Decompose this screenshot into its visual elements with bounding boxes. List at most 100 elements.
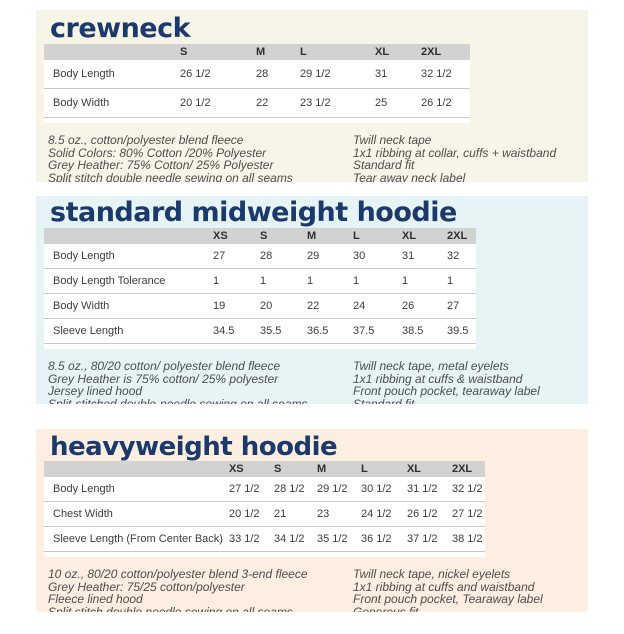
row-label: Body Width: [44, 293, 209, 319]
size-value: 20 1/2: [176, 88, 252, 118]
details-left-column: 8.5 oz., 80/20 cotton/ polyester blend f…: [48, 360, 353, 404]
size-value: 36.5: [303, 318, 349, 344]
size-value: 29 1/2: [312, 477, 357, 502]
row-label: Body Length: [44, 60, 176, 89]
corner-header-cell: [44, 44, 176, 60]
size-value: 27: [443, 293, 476, 319]
size-header: M: [252, 44, 296, 60]
row-label: Body Width: [44, 88, 176, 118]
size-value: 35.5: [256, 318, 303, 344]
size-value: 25: [371, 88, 417, 118]
row-label: Sleeve Length (From Center Back): [44, 526, 225, 552]
heavyweight-table-wrap: XS S M L XL 2XL Body Length 27 1/2 28 1/…: [44, 461, 485, 557]
corner-header-cell: [44, 228, 209, 244]
size-value: 39.5: [443, 318, 476, 344]
size-value: 26: [398, 293, 443, 319]
size-value: 26 1/2: [417, 88, 470, 118]
size-value: 30: [349, 244, 398, 269]
midweight-details: 8.5 oz., 80/20 cotton/ polyester blend f…: [48, 360, 588, 404]
detail-line: Standard fit: [353, 396, 415, 404]
size-value: 38.5: [398, 318, 443, 344]
section-title-midweight-hoodie: standard midweight hoodie: [50, 197, 457, 228]
detail-line: Split stitch double needle sewing on all…: [48, 604, 293, 612]
row-label: Sleeve Length: [44, 318, 209, 344]
size-value: 31 1/2: [402, 477, 448, 502]
detail-line: Front pouch pocket, Tearaway label: [353, 592, 543, 606]
detail-line: Twill neck tape, metal eyelets: [353, 359, 509, 373]
size-header: 2XL: [443, 228, 476, 244]
table-row: Chest Width 20 1/2 21 23 24 1/2 26 1/2 2…: [44, 501, 485, 527]
size-value: 37 1/2: [402, 526, 448, 552]
size-value: 32: [443, 244, 476, 269]
size-value: 29: [303, 244, 349, 269]
size-value: 35 1/2: [312, 526, 357, 552]
size-header: L: [296, 44, 371, 60]
row-label: Chest Width: [44, 501, 225, 527]
detail-line: Split stitch double needle sewing on all…: [48, 170, 293, 182]
crewneck-details: 8.5 oz., cotton/polyester blend fleece S…: [48, 134, 588, 182]
corner-header-cell: [44, 461, 225, 477]
size-value: 38 1/2: [447, 526, 485, 552]
size-header: S: [256, 228, 303, 244]
detail-line: Split-stitched double-needle sewing on a…: [48, 396, 308, 404]
crewneck-table-wrap: S M L XL 2XL Body Length 26 1/2 28 29 1/…: [44, 44, 470, 123]
detail-line: Grey Heather: 75/25 cotton/polyester: [48, 579, 245, 594]
size-value: 37.5: [349, 318, 398, 344]
size-value: 34 1/2: [269, 526, 313, 552]
size-value: 20 1/2: [224, 501, 270, 527]
detail-line: Generous fit: [353, 604, 419, 612]
row-label: Body Length: [44, 244, 209, 269]
size-value: 1: [398, 268, 443, 294]
size-value: 27: [209, 244, 256, 269]
table-row: Body Length 26 1/2 28 29 1/2 31 32 1/2: [44, 60, 470, 89]
table-header-row: XS S M L XL 2XL: [44, 228, 476, 244]
size-header: XL: [371, 44, 417, 60]
size-value: 29 1/2: [296, 60, 371, 89]
size-value: 23: [312, 501, 357, 527]
size-value: 28: [252, 60, 296, 89]
heavyweight-details: 10 oz., 80/20 cotton/polyester blend 3-e…: [48, 568, 588, 612]
size-value: 26 1/2: [402, 501, 448, 527]
detail-line: Twill neck tape, nickel eyelets: [353, 567, 511, 581]
details-left-column: 8.5 oz., cotton/polyester blend fleece S…: [48, 134, 353, 182]
size-value: 1: [349, 268, 398, 294]
size-header: XS: [224, 461, 270, 477]
size-header: XS: [209, 228, 256, 244]
midweight-hoodie-section: standard midweight hoodie XS S M L XL 2X…: [36, 196, 588, 404]
size-value: 19: [209, 293, 256, 319]
size-header: XL: [402, 461, 448, 477]
size-header: L: [356, 461, 403, 477]
size-header: M: [303, 228, 349, 244]
detail-line: Tear away neck label: [353, 170, 466, 182]
size-value: 1: [256, 268, 303, 294]
detail-line: 8.5 oz., cotton/polyester blend fleece: [48, 133, 244, 147]
detail-line: 1x1 ribbing at cuffs & waistband: [353, 371, 523, 386]
size-value: 20: [256, 293, 303, 319]
table-row: Body Length Tolerance 1 1 1 1 1 1: [44, 268, 476, 294]
detail-line: Solid Colors: 80% Cotton /20% Polyester: [48, 145, 267, 160]
details-right-column: Twill neck tape 1x1 ribbing at collar, c…: [353, 134, 588, 182]
detail-line: Standard fit: [353, 158, 415, 172]
detail-line: 8.5 oz., 80/20 cotton/ polyester blend f…: [48, 359, 281, 373]
size-value: 1: [443, 268, 476, 294]
detail-line: Fleece lined hood: [48, 592, 143, 606]
size-value: 32 1/2: [447, 477, 485, 502]
detail-line: Front pouch pocket, tearaway label: [353, 384, 540, 398]
detail-line: 10 oz., 80/20 cotton/polyester blend 3-e…: [48, 567, 308, 581]
table-row: Sleeve Length (From Center Back) 33 1/2 …: [44, 526, 485, 552]
size-value: 1: [303, 268, 349, 294]
heavyweight-hoodie-section: heavyweight hoodie XS S M L XL 2XL: [36, 429, 588, 612]
table-row: Sleeve Length 34.5 35.5 36.5 37.5 38.5 3…: [44, 318, 476, 344]
size-value: 26 1/2: [176, 60, 252, 89]
details-right-column: Twill neck tape, metal eyelets 1x1 ribbi…: [353, 360, 588, 404]
size-header: S: [269, 461, 313, 477]
size-value: 31: [371, 60, 417, 89]
size-value: 31: [398, 244, 443, 269]
detail-line: 1x1 ribbing at cuffs and waistband: [353, 579, 535, 594]
size-header: M: [312, 461, 357, 477]
details-left-column: 10 oz., 80/20 cotton/polyester blend 3-e…: [48, 568, 353, 612]
size-header: L: [349, 228, 398, 244]
row-label: Body Length Tolerance: [44, 268, 209, 294]
size-value: 21: [269, 501, 313, 527]
detail-line: Grey Heather: 75% Cotton/ 25% Polyester: [48, 158, 274, 172]
